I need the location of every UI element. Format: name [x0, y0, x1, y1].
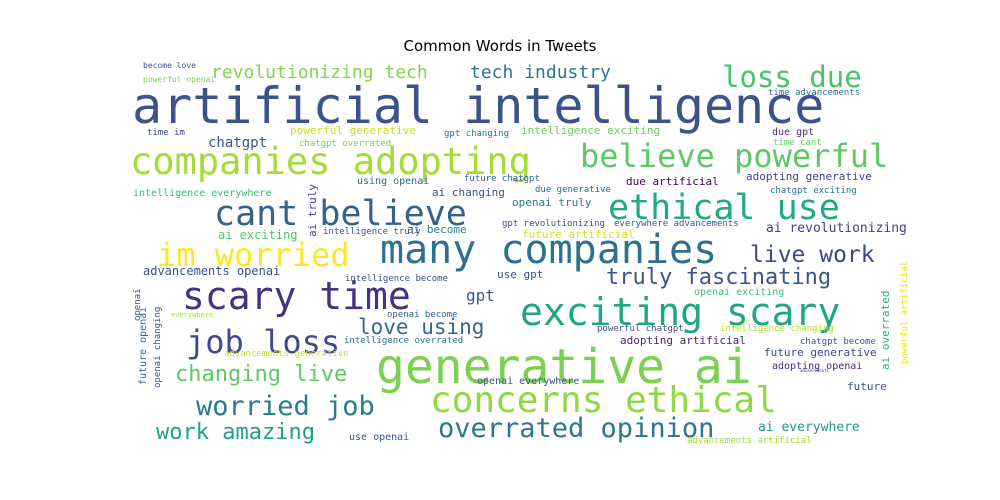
- word-intelligence-overrated: intelligence overrated: [344, 336, 463, 346]
- word-intelligence-truly: intelligence truly: [323, 227, 421, 237]
- word-openai-changing: openai changing: [153, 307, 163, 388]
- word-openai-exciting: openai exciting: [694, 287, 784, 298]
- word-live-work: live work: [750, 242, 875, 268]
- word-overrated-opinion: overrated opinion: [438, 413, 714, 444]
- word-everywhere: everywhere: [171, 311, 213, 319]
- word-exciting-scary: exciting scary: [520, 290, 840, 334]
- word-openai-truly: openai truly: [512, 196, 592, 209]
- word-ai-become: ai become: [407, 223, 467, 236]
- word-scary-time: scary time: [182, 274, 411, 318]
- word-use-openai: use openai: [349, 432, 409, 443]
- word-openai-become: openai become: [387, 310, 457, 320]
- word-ai-overrated: ai overrated: [879, 291, 892, 370]
- word-use-gpt: use gpt: [497, 268, 543, 281]
- word-chatgpt-become: chatgpt become: [800, 337, 876, 347]
- word-advancements: advancements: [800, 368, 829, 373]
- word-advancements-artificial: advancements artificial: [687, 436, 812, 446]
- word-intelligence-everywhere: intelligence everywhere: [133, 188, 271, 199]
- word-truly-fascinating: truly fascinating: [606, 265, 831, 290]
- word-intelligence-become: intelligence become: [345, 274, 448, 284]
- word-ai-changing: ai changing: [432, 186, 505, 199]
- word-job-loss: job loss: [186, 323, 340, 361]
- word-chatgpt-overrated: chatgpt overrated: [299, 139, 391, 149]
- word-future: future: [847, 380, 887, 393]
- word-ai-exciting: ai exciting: [218, 228, 297, 242]
- word-adopting-generative: adopting generative: [746, 170, 872, 183]
- word-believe-powerful: believe powerful: [580, 137, 888, 175]
- word-love-using: love using: [358, 315, 484, 339]
- word-become-love: become love: [143, 61, 196, 70]
- word-openai-everywhere: openai everywhere: [477, 376, 579, 387]
- word-cloud-area: [125, 60, 875, 450]
- word-future-chatgpt: future chatgpt: [464, 174, 540, 184]
- word-many-companies: many companies: [380, 227, 717, 273]
- word-adopting-artificial: adopting artificial: [620, 334, 746, 347]
- word-revolutionizing-tech: revolutionizing tech: [211, 62, 428, 83]
- word-artificial-intelligence: artificial intelligence: [132, 77, 824, 135]
- word-generative-ai: generative ai: [376, 339, 752, 395]
- word-work-amazing: work amazing: [156, 420, 315, 445]
- word-chatgpt: chatgpt: [208, 135, 267, 151]
- word-ethical-use: ethical use: [608, 188, 840, 228]
- word-worried-job: worried job: [196, 391, 375, 422]
- word-advancements-generative: advancements generative: [224, 349, 349, 359]
- word-future-artificial: future artificial: [522, 228, 635, 241]
- word-time-advancements: time advancements: [768, 88, 860, 98]
- word-ai-revolutionizing: ai revolutionizing: [766, 221, 907, 236]
- word-powerful-generative: powerful generative: [290, 124, 416, 137]
- word-time-cant: time cant: [773, 138, 822, 148]
- word-cant-believe: cant believe: [214, 194, 467, 234]
- word-due-gpt: due gpt: [772, 127, 814, 138]
- word-companies-adopting: companies adopting: [130, 140, 531, 183]
- word-intelligence-changing: intelligence changing: [720, 324, 834, 334]
- word-future-openai: future openai: [138, 307, 149, 385]
- word-im-worried: im worried: [157, 236, 350, 274]
- word-tech-industry: tech industry: [470, 62, 611, 83]
- word-powerful-chatgpt: powerful chatgpt: [597, 324, 684, 334]
- word-gpt-revolutionizing: gpt revolutionizing: [502, 219, 605, 229]
- word-future-generative: future generative: [764, 346, 877, 359]
- word-changing-live: changing live: [175, 362, 347, 387]
- chart-title: Common Words in Tweets: [403, 37, 597, 55]
- word-gpt-changing: gpt changing: [444, 129, 509, 139]
- word-due-artificial: due artificial: [626, 175, 719, 188]
- word-everywhere-advancements: everywhere advancements: [614, 219, 739, 229]
- word-using-openai: using openai: [357, 176, 429, 187]
- word-adopting-openai: adopting openai: [772, 361, 862, 372]
- word-ai-everywhere: ai everywhere: [758, 420, 860, 435]
- word-due-generative: due generative: [535, 185, 611, 195]
- word-loss-due: loss due: [722, 60, 862, 94]
- word-openai: openai: [133, 288, 143, 321]
- word-concerns-ethical: concerns ethical: [430, 380, 777, 421]
- word-gpt: gpt: [466, 286, 495, 305]
- word-powerful-artificial: powerful artificial: [900, 261, 910, 364]
- word-powerful-openai: powerful openai: [143, 75, 215, 84]
- word-intelligence-exciting: intelligence exciting: [521, 124, 660, 137]
- word-time-im: time im: [147, 128, 185, 138]
- word-advancements-openai: advancements openai: [143, 264, 280, 278]
- word-chatgpt-exciting: chatgpt exciting: [770, 186, 857, 196]
- word-ai-truly: ai truly: [306, 184, 319, 237]
